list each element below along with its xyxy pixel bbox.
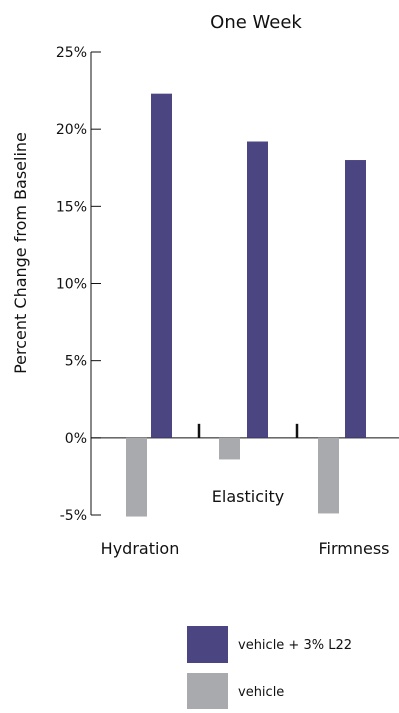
bar-firmness-vehicle [318,437,339,514]
legend-label-vehicle-l22: vehicle + 3% L22 [238,638,352,653]
chart-title: One Week [210,12,302,33]
legend-label-vehicle: vehicle [238,685,284,700]
bar-hydration-vehicle [126,437,147,517]
y-tick-label: 5% [65,354,87,370]
category-labels: Hydration Elasticity Firmness [101,487,390,558]
y-tick-label: 10% [56,277,87,293]
y-tick-label: 0% [65,431,87,447]
bar-hydration-vehicle-l22 [151,93,172,438]
category-label-firmness: Firmness [318,539,389,558]
bar-elasticity-vehicle-l22 [247,141,268,438]
bar-firmness-vehicle-l22 [345,160,366,438]
y-tick-label: 15% [56,199,87,215]
bar-elasticity-vehicle [219,437,240,460]
bars [126,93,366,517]
y-axis-label: Percent Change from Baseline [11,132,30,374]
category-label-elasticity: Elasticity [212,487,284,506]
y-tick-label: -5% [60,508,87,524]
legend-swatch-vehicle-l22 [187,626,228,663]
legend-swatch-vehicle [187,673,228,710]
category-label-hydration: Hydration [101,539,180,558]
y-tick-label: 20% [56,122,87,138]
legend: vehicle + 3% L22 vehicle [187,626,352,710]
y-tick-label: 25% [56,45,87,61]
